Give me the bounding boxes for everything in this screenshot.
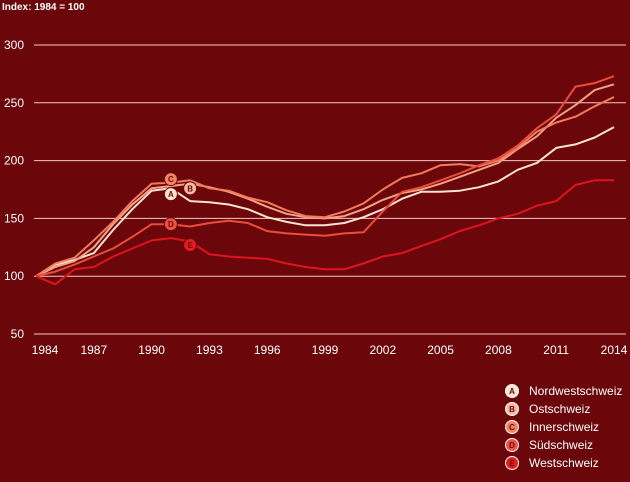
y-tick-label: 250 [4,96,24,110]
legend-marker [505,456,519,470]
legend-marker [505,402,519,416]
x-tick-label: 2008 [485,343,512,357]
series-marker-letter: E [187,241,193,250]
legend-marker [505,438,519,452]
y-tick-label: 300 [4,38,24,52]
legend-marker-letter: D [509,441,515,450]
series-line [35,75,615,278]
series-marker [163,187,178,202]
x-tick-label: 2011 [543,343,569,357]
legend-marker-letter: B [509,405,515,414]
series-line [35,179,614,286]
gridlines [34,44,626,335]
legend-marker-letter: C [509,423,515,432]
y-tick-labels: 300 250 200 150 100 50 [4,38,24,341]
y-axis-note: Index: 1984 = 100 [2,2,85,13]
series-marker-letter: D [168,220,174,229]
y-tick-label: 200 [4,154,24,168]
x-tick-labels: 1984 1987 1990 1993 1996 1999 2002 2005 2008 2011… [32,343,628,357]
series-marker-letter: A [168,190,174,199]
legend: A Nordwestschweiz B Ostschweiz C Innerschweiz… [505,384,622,470]
y-tick-label: 50 [11,327,25,341]
legend-label: Innerschweiz [529,420,599,434]
legend-marker [505,420,519,434]
series-marker [163,172,178,187]
series-marker-letter: B [187,184,193,193]
x-tick-label: 1987 [80,343,107,357]
series-marker-letter: C [168,175,174,184]
series-line [35,96,615,278]
x-tick-label: 1984 [32,343,59,357]
legend-label: Ostschweiz [529,402,590,416]
series-marker [183,237,198,252]
series-marker [163,217,178,232]
legend-marker-letter: E [509,459,515,468]
x-tick-label: 2014 [601,343,628,357]
legend-label: Westschweiz [529,456,599,470]
x-tick-label: 1996 [254,343,281,357]
legend-label: Südschweiz [529,438,593,452]
x-tick-label: 1993 [196,343,223,357]
x-tick-label: 2005 [427,343,454,357]
series-line [35,83,615,278]
y-tick-label: 150 [4,211,24,225]
x-tick-label: 2002 [369,343,396,357]
legend-label: Nordwestschweiz [529,384,622,398]
x-tick-label: 1990 [138,343,165,357]
series-marker [183,181,198,196]
legend-marker-letter: A [509,387,515,396]
series-lines [35,75,615,286]
x-tick-label: 1999 [312,343,339,357]
series-markers: A B C D E [163,172,198,252]
y-tick-label: 100 [4,269,24,283]
series-line [35,126,615,278]
legend-marker [505,384,519,398]
